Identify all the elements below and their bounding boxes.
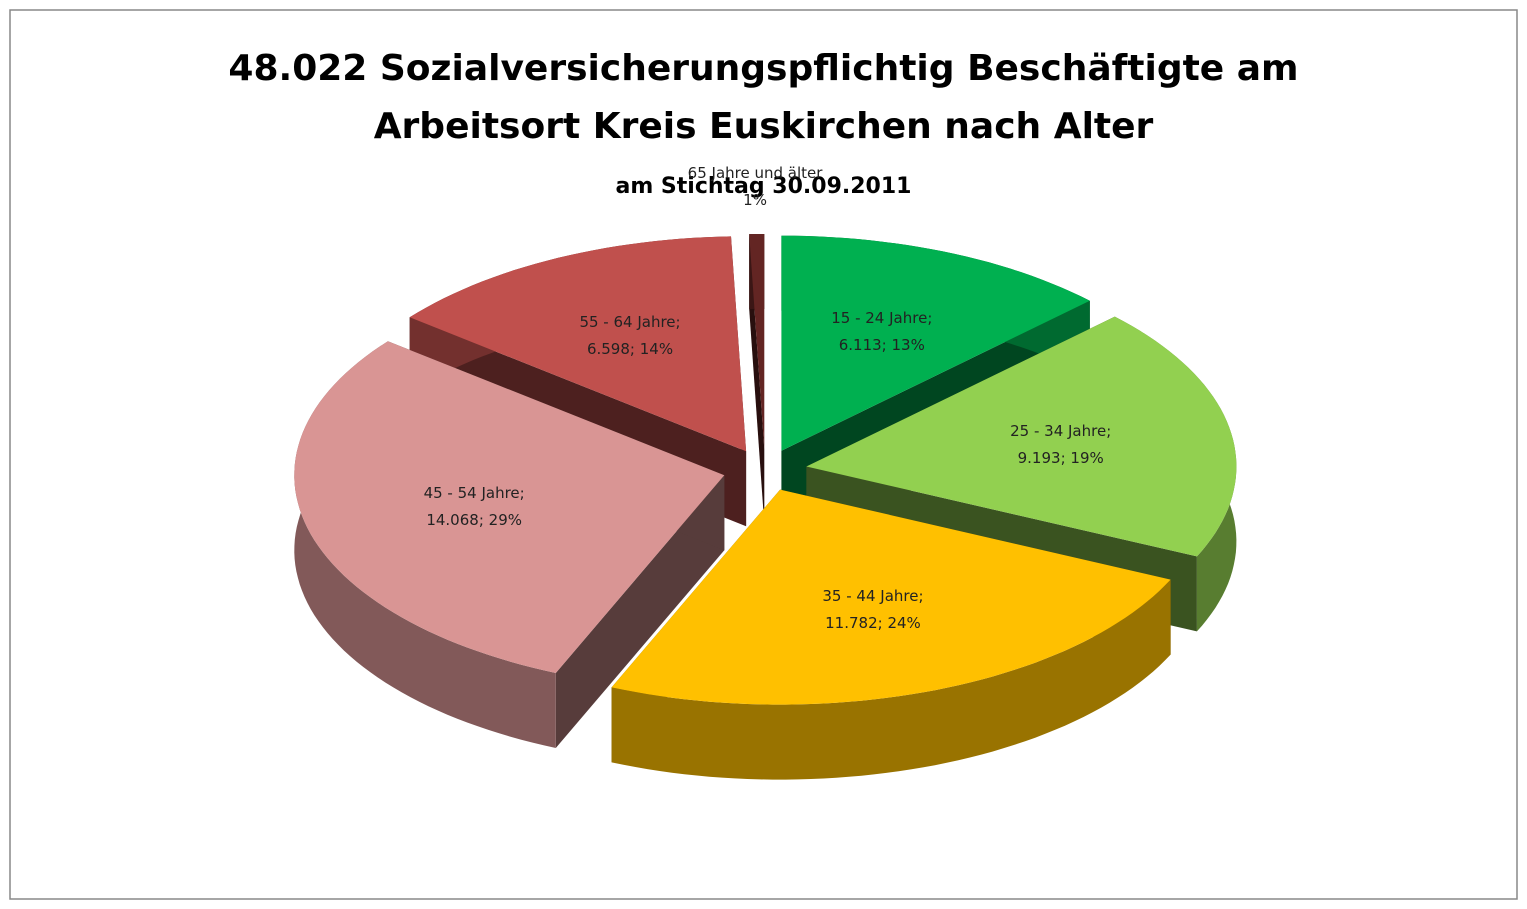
- separator: ;: [1060, 448, 1066, 467]
- category-label: 35 - 44 Jahre: [822, 586, 919, 605]
- data-label: 35 - 44 Jahre; 11.782; 24%: [798, 583, 948, 637]
- slice-side: [555, 475, 725, 748]
- slice-top: [409, 236, 747, 452]
- slice-top: [781, 235, 1090, 451]
- percent-label: 24%: [887, 613, 921, 632]
- slice: [294, 341, 725, 748]
- slice-top: [294, 341, 725, 673]
- data-label: 25 - 34 Jahre; 9.193; 19%: [986, 418, 1136, 472]
- value-label: 9.193: [1017, 448, 1061, 467]
- category-label: 45 - 54 Jahre: [423, 483, 520, 502]
- percent-label: 19%: [1070, 448, 1104, 467]
- separator: ;: [519, 483, 525, 502]
- slice-wall: [294, 341, 556, 748]
- separator: ;: [927, 308, 933, 327]
- value-label: 6.598: [586, 340, 630, 359]
- separator: ;: [881, 335, 887, 354]
- slice: [611, 489, 1171, 780]
- slice-top: [806, 316, 1237, 557]
- slice-top: [749, 234, 765, 449]
- value-label: 6.113: [838, 335, 882, 354]
- separator: ;: [629, 340, 635, 359]
- percent-label: 13%: [891, 335, 925, 354]
- chart-title: 48.022 Sozialversicherungspflichtig Besc…: [228, 48, 1299, 147]
- slice: [749, 234, 765, 524]
- separator: ;: [918, 586, 924, 605]
- separator: ;: [675, 313, 681, 332]
- chart-subtitle: am Stichtag 30.09.2011: [615, 174, 912, 199]
- data-label: 45 - 54 Jahre; 14.068; 29%: [399, 480, 549, 534]
- separator: ;: [1106, 421, 1112, 440]
- percent-label: 14%: [639, 340, 674, 359]
- percent-label: 1%: [743, 190, 767, 209]
- data-label: 15 - 24 Jahre; 6.113; 13%: [807, 305, 957, 359]
- category-label: 25 - 34 Jahre: [1010, 421, 1107, 440]
- data-label: 55 - 64 Jahre; 6.598; 14%: [555, 309, 705, 363]
- data-label: 65 Jahre und älter 1%: [685, 160, 825, 214]
- category-label: 55 - 64 Jahre: [579, 313, 676, 332]
- percent-label: 29%: [488, 510, 522, 529]
- category-label: 65 Jahre und älter: [687, 163, 823, 182]
- slice-wall: [611, 579, 1171, 780]
- separator: ;: [478, 510, 484, 529]
- value-label: 11.782: [825, 613, 878, 632]
- separator: ;: [877, 613, 883, 632]
- slice-top: [611, 489, 1171, 705]
- category-label: 15 - 24 Jahre: [831, 308, 928, 327]
- value-label: 14.068: [426, 510, 479, 529]
